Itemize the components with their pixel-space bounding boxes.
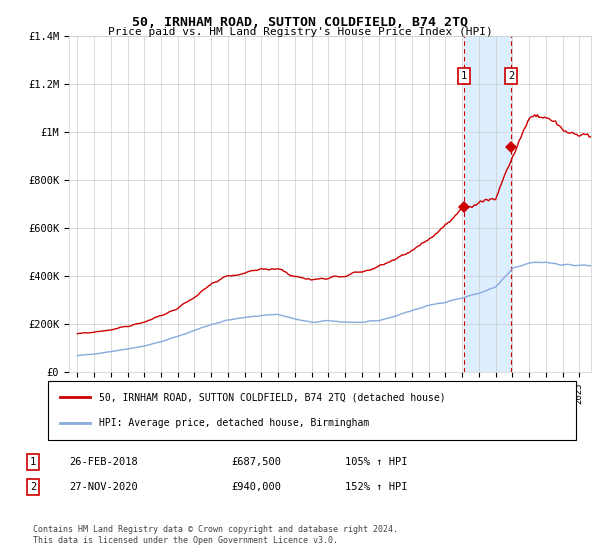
Bar (464, 36, 511, 372)
Text: 50, IRNHAM ROAD, SUTTON COLDFIELD, B74 2TQ (detached house): 50, IRNHAM ROAD, SUTTON COLDFIELD, B74 2… (99, 392, 446, 402)
Text: 2: 2 (508, 71, 514, 81)
Text: HPI: Average price, detached house, Birmingham: HPI: Average price, detached house, Birm… (99, 418, 369, 428)
Text: 27-NOV-2020: 27-NOV-2020 (69, 482, 138, 492)
Text: £940,000: £940,000 (231, 482, 281, 492)
Text: 26-FEB-2018: 26-FEB-2018 (69, 457, 138, 467)
Text: Price paid vs. HM Land Registry's House Price Index (HPI): Price paid vs. HM Land Registry's House … (107, 27, 493, 37)
Text: 105% ↑ HPI: 105% ↑ HPI (345, 457, 407, 467)
Text: 152% ↑ HPI: 152% ↑ HPI (345, 482, 407, 492)
Text: Contains HM Land Registry data © Crown copyright and database right 2024.
This d: Contains HM Land Registry data © Crown c… (33, 525, 398, 545)
Text: 2: 2 (30, 482, 36, 492)
Text: 1: 1 (461, 71, 467, 81)
Text: 50, IRNHAM ROAD, SUTTON COLDFIELD, B74 2TQ: 50, IRNHAM ROAD, SUTTON COLDFIELD, B74 2… (132, 16, 468, 29)
Text: £687,500: £687,500 (231, 457, 281, 467)
Text: 1: 1 (30, 457, 36, 467)
